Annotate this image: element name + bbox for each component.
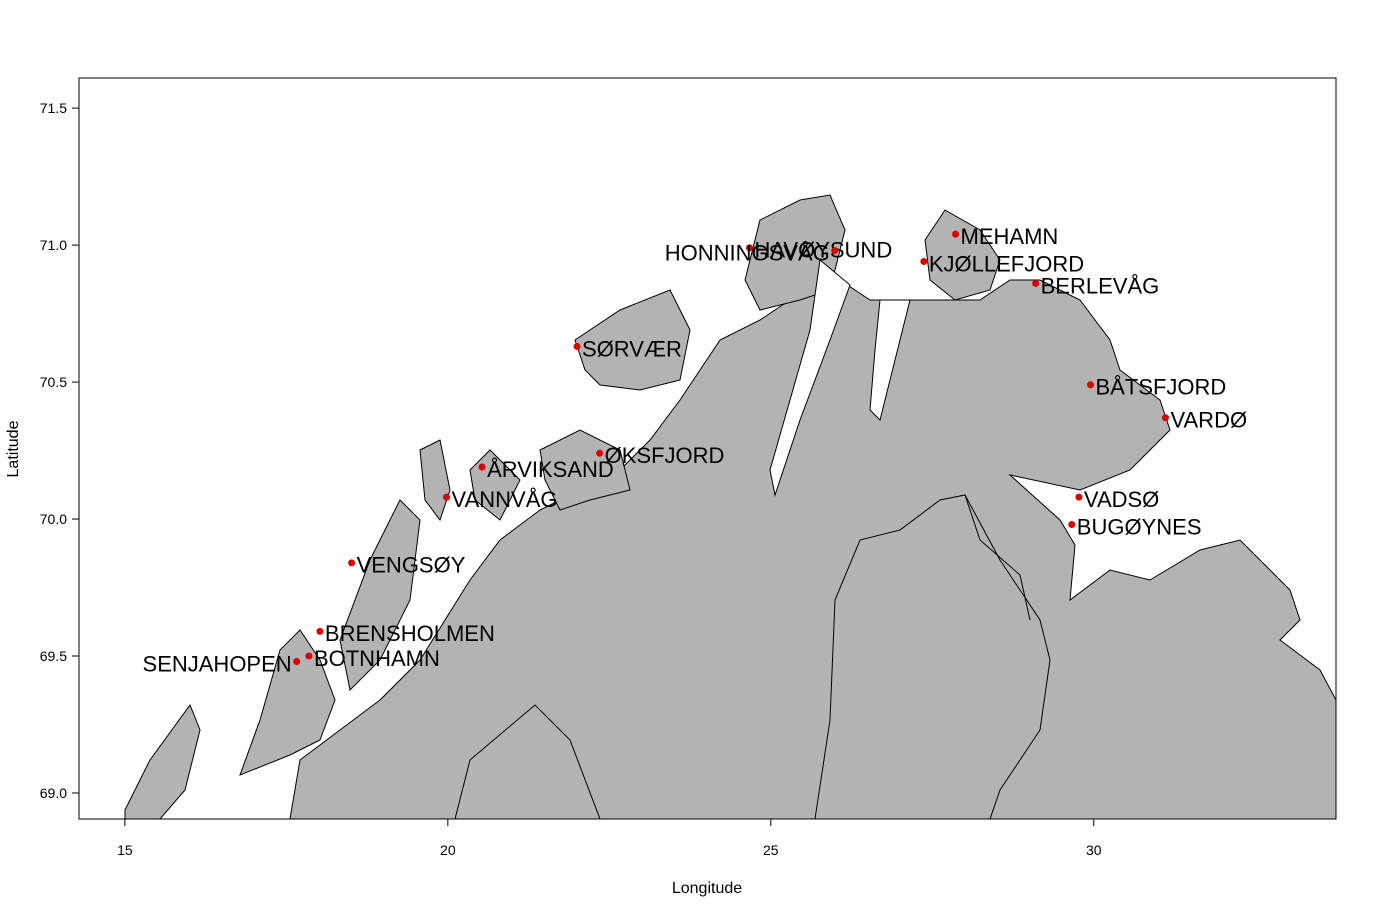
port-point — [952, 230, 960, 238]
port-point — [443, 493, 451, 501]
island — [124, 703, 201, 819]
port-label: KJØLLEFJORD — [929, 251, 1084, 276]
fjord — [769, 259, 851, 497]
island — [339, 499, 421, 692]
port-label: HAVØYSUND — [754, 238, 892, 263]
port-point — [1161, 414, 1169, 422]
port-label: ÅRVIKSAND — [487, 457, 614, 482]
port-label: SØRVÆR — [582, 336, 682, 361]
x-tick-label: 15 — [117, 842, 133, 858]
port-label: SENJAHOPEN — [143, 651, 292, 676]
port-point — [1087, 381, 1095, 389]
border — [454, 704, 601, 819]
island — [239, 629, 336, 776]
y-tick-label: 71.5 — [40, 100, 67, 116]
port-point — [573, 342, 581, 350]
port-point — [348, 559, 356, 567]
island — [539, 429, 631, 511]
port-label: VANNVÅG — [452, 487, 558, 512]
island — [924, 209, 1001, 301]
port-point — [1075, 493, 1083, 501]
port-label: BERLEVÅG — [1041, 273, 1160, 298]
mainland — [289, 279, 1336, 819]
y-tick-label: 70.0 — [40, 511, 67, 527]
x-tick-label: 25 — [763, 842, 779, 858]
island — [419, 439, 451, 522]
port-label: VENGSØY — [357, 553, 466, 578]
port-point — [1032, 279, 1040, 287]
y-axis-label: Latitude — [5, 420, 22, 477]
port-point — [596, 449, 604, 457]
y-tick-label: 69.0 — [40, 785, 67, 801]
port-point — [305, 652, 313, 660]
island — [574, 289, 691, 391]
port-point — [831, 247, 839, 255]
y-tick-label: 70.5 — [40, 374, 67, 390]
y-tick-label: 71.0 — [40, 237, 67, 253]
port-label: ØKSFJORD — [605, 443, 725, 468]
border — [964, 494, 1031, 621]
port-label: VARDØ — [1170, 407, 1247, 432]
x-tick-label: 20 — [440, 842, 456, 858]
port-label: HONNINGSVÅG — [665, 240, 830, 265]
port-point — [920, 258, 928, 266]
port-label: BRENSHOLMEN — [325, 621, 495, 646]
plot-frame — [78, 77, 1337, 820]
port-point — [478, 463, 486, 471]
x-tick-label: 30 — [1086, 842, 1102, 858]
port-point — [316, 627, 324, 635]
port-point — [1068, 521, 1076, 529]
port-label: BÅTSFJORD — [1096, 375, 1227, 400]
y-tick-label: 69.5 — [40, 648, 67, 664]
port-label: VADSØ — [1084, 487, 1159, 512]
port-label: MEHAMN — [961, 224, 1059, 249]
port-point — [745, 244, 753, 252]
x-axis-label: Longitude — [672, 880, 742, 897]
land — [124, 194, 1336, 819]
fjord — [869, 299, 911, 421]
port-label: BOTNHAMN — [314, 646, 440, 671]
port-label: BUGØYNES — [1077, 514, 1202, 539]
port-point — [293, 657, 301, 665]
